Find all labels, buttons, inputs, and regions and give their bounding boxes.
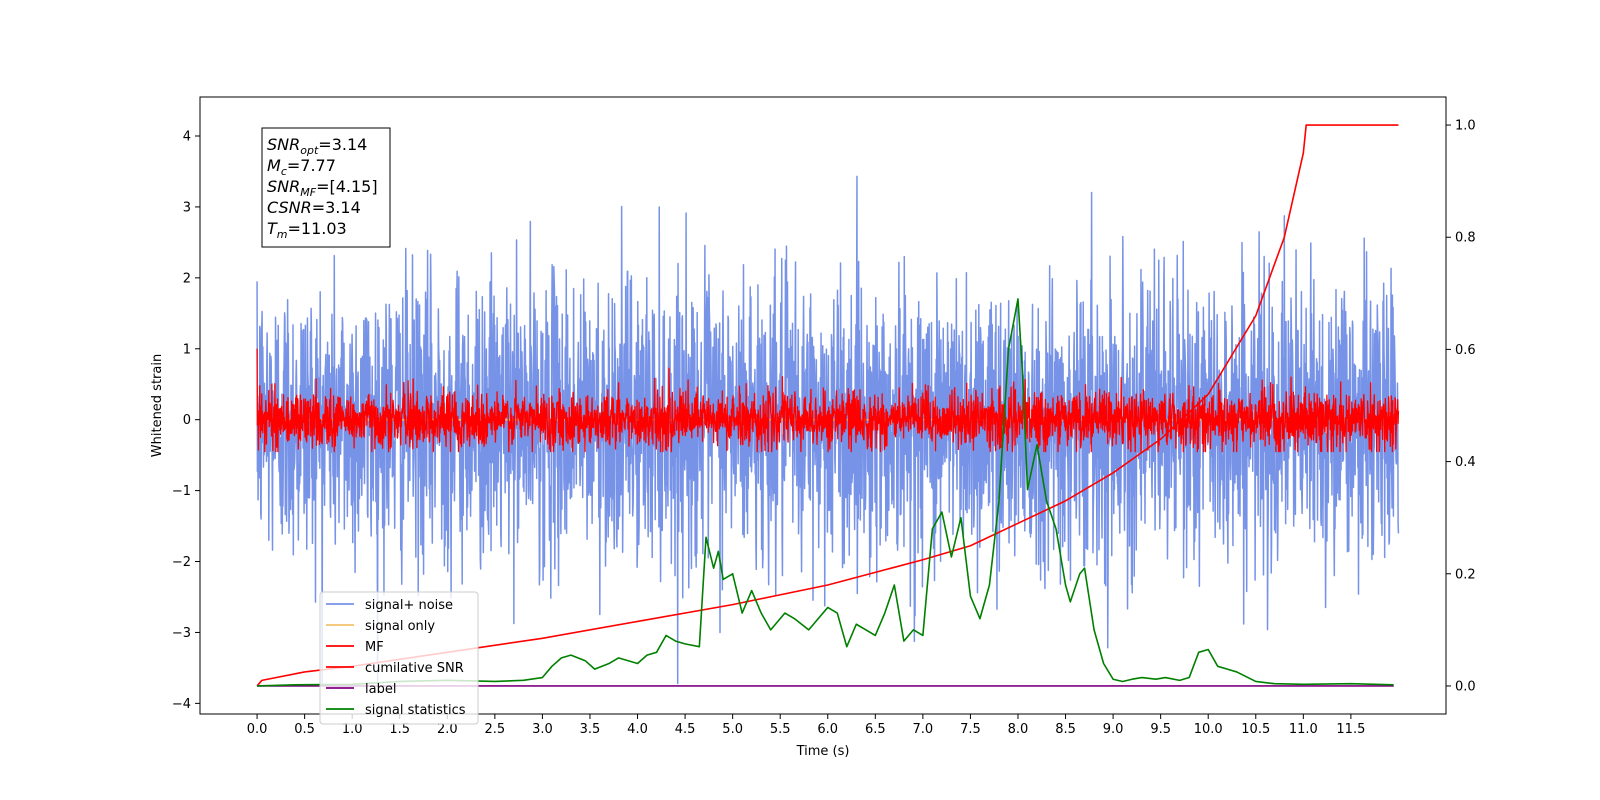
- y-tick-label: 0: [183, 413, 191, 428]
- y-right-tick-label: 0.8: [1455, 231, 1476, 246]
- legend-label: signal+ noise: [365, 598, 453, 613]
- legend: signal+ noise signal only MF cumilative SNR…: [319, 591, 479, 725]
- x-tick-label: 5.0: [722, 722, 743, 737]
- x-tick-label: 8.5: [1055, 722, 1076, 737]
- y-right-tick-label: 1.0: [1455, 119, 1476, 134]
- info-box-line: SNRMF=[4.15]: [267, 177, 378, 199]
- x-tick-label: 6.5: [865, 722, 886, 737]
- y-right-tick-label: 0.6: [1455, 343, 1476, 358]
- y-right-tick-label: 0.2: [1455, 567, 1476, 582]
- x-tick-label: 2.5: [485, 722, 506, 737]
- legend-label: signal only: [365, 619, 435, 634]
- x-tick-label: 5.5: [770, 722, 791, 737]
- x-tick-label: 3.0: [532, 722, 553, 737]
- legend-label: signal statistics: [365, 703, 466, 718]
- series-line-2: [256, 348, 1400, 453]
- x-tick-label: 7.0: [913, 722, 934, 737]
- info-box-frame: [261, 127, 391, 248]
- x-tick-label: 1.0: [342, 722, 363, 737]
- y-tick-label: 3: [183, 200, 191, 215]
- y-tick-label: 1: [183, 342, 191, 357]
- x-tick-label: 11.0: [1289, 722, 1318, 737]
- x-tick-label: 4.5: [675, 722, 696, 737]
- series-line-5: [257, 298, 1394, 687]
- x-axis-label: Time (s): [796, 744, 850, 759]
- y-tick-label: −3: [172, 626, 191, 641]
- info-box-line: Tm=11.03: [267, 219, 347, 241]
- y-right-tick-label: 0.0: [1455, 679, 1476, 694]
- x-tick-label: 8.0: [1008, 722, 1029, 737]
- axes: 0.0 0.5 1.0 1.5 2.0 2.5 3.0 3.5 4.0 4.5 5.0 5.5 6.0 6…: [150, 96, 1476, 759]
- x-tick-label: 11.5: [1336, 722, 1365, 737]
- x-tick-label: 0.5: [294, 722, 315, 737]
- x-tick-label: 2.0: [437, 722, 458, 737]
- x-tick-label: 3.5: [580, 722, 601, 737]
- x-tick-label: 0.0: [247, 722, 268, 737]
- legend-label: label: [365, 682, 396, 697]
- axes-frame: [199, 96, 1447, 715]
- x-tick-label: 10.0: [1194, 722, 1223, 737]
- info-box-line: SNRopt=3.14: [267, 135, 367, 157]
- y-tick-label: 4: [183, 130, 191, 145]
- legend-label: MF: [365, 640, 384, 655]
- info-box-line: CSNR=3.14: [267, 198, 361, 217]
- y-tick-label: −1: [172, 484, 191, 499]
- y-tick-label: −2: [172, 555, 191, 570]
- info-box-line: Mc=7.77: [267, 156, 336, 178]
- x-tick-label: 4.0: [627, 722, 648, 737]
- y-tick-label: −4: [172, 697, 191, 712]
- legend-frame: [319, 591, 479, 725]
- x-tick-label: 9.0: [1103, 722, 1124, 737]
- y-tick-label: 2: [183, 271, 191, 286]
- y-axis-label: Whitened strain: [150, 354, 165, 457]
- x-tick-label: 9.5: [1150, 722, 1171, 737]
- x-tick-label: 10.5: [1241, 722, 1270, 737]
- x-tick-label: 6.0: [817, 722, 838, 737]
- x-tick-label: 7.5: [960, 722, 981, 737]
- y-right-tick-label: 0.4: [1455, 455, 1476, 470]
- x-tick-label: 1.5: [389, 722, 410, 737]
- legend-label: cumilative SNR: [365, 661, 464, 676]
